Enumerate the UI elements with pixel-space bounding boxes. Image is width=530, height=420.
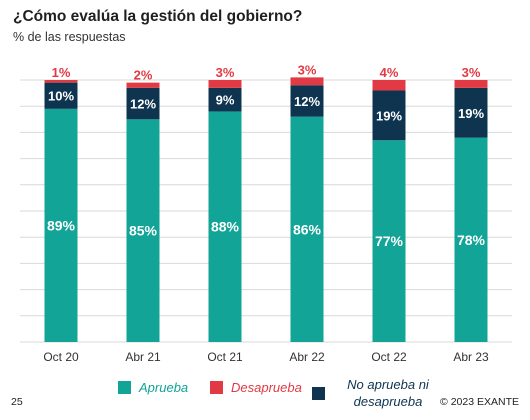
data-label: 3% — [462, 65, 481, 80]
data-label: 19% — [458, 106, 484, 121]
bar-segment-aprueba — [372, 140, 406, 342]
stacked-bar-chart: 89% 10% 1% Oct 20 85% 12% 2% Abr 21 88% 9% 3% Oct 2… — [20, 62, 512, 364]
bar-segment-desaprueba — [290, 77, 324, 86]
data-label: 12% — [130, 97, 156, 112]
data-label: 12% — [294, 94, 320, 109]
bar-segment-desaprueba — [454, 80, 488, 88]
x-tick-label: Oct 22 — [371, 350, 407, 364]
legend-swatch-desaprueba — [210, 381, 223, 394]
legend-swatch-aprueba — [118, 381, 131, 394]
x-tick-label: Oct 20 — [43, 350, 79, 364]
bar-segment-no-aprueba-ni-desaprueba — [44, 82, 78, 109]
data-label: 19% — [376, 108, 402, 123]
data-label: 10% — [48, 89, 74, 104]
bar-segment-no-aprueba-ni-desaprueba — [372, 90, 406, 141]
chart-legend: Aprueba Desaprueba No aprueba ni desapru… — [0, 376, 530, 416]
data-label: 4% — [380, 65, 399, 80]
data-label: 9% — [216, 93, 235, 108]
chart-title: ¿Cómo evalúa la gestión del gobierno? — [13, 8, 303, 25]
chart-subtitle: % de las respuestas — [13, 30, 126, 44]
legend-label-line-1: No aprueba ni — [347, 377, 429, 392]
x-tick-label: Oct 21 — [207, 350, 243, 364]
bar-segment-aprueba — [126, 119, 160, 342]
legend-label-no-aprueba-ni-desaprueba: No aprueba ni desaprueba — [333, 376, 443, 410]
data-label: 88% — [211, 219, 240, 235]
data-label: 1% — [52, 65, 71, 80]
page-number: 25 — [11, 396, 23, 408]
data-label: 78% — [457, 232, 486, 248]
data-label: 77% — [375, 233, 404, 249]
bar-segment-aprueba — [290, 116, 324, 343]
data-label: 3% — [298, 62, 317, 77]
bar-segment-no-aprueba-ni-desaprueba — [126, 87, 160, 120]
bar-segment-aprueba — [208, 111, 242, 342]
legend-item-aprueba: Aprueba — [118, 380, 188, 395]
data-label: 89% — [47, 217, 76, 233]
legend-label-line-2: desaprueba — [353, 394, 423, 409]
bar-segment-desaprueba — [208, 80, 242, 88]
bar-segment-desaprueba — [126, 82, 160, 88]
bar-segment-no-aprueba-ni-desaprueba — [208, 87, 242, 112]
bar-segment-desaprueba — [372, 80, 406, 91]
legend-label-aprueba: Aprueba — [139, 380, 189, 395]
data-label: 2% — [134, 68, 153, 83]
x-tick-label: Abr 23 — [453, 350, 489, 364]
x-tick-label: Abr 21 — [125, 350, 161, 364]
legend-label-desaprueba: Desaprueba — [231, 380, 302, 395]
copyright-notice: © 2023 EXANTE — [440, 396, 519, 408]
bar-segment-no-aprueba-ni-desaprueba — [454, 87, 488, 138]
data-label: 85% — [129, 223, 158, 239]
bar-segment-desaprueba — [44, 80, 78, 83]
bar-segment-aprueba — [44, 108, 78, 342]
legend-item-desaprueba: Desaprueba — [210, 380, 302, 395]
bar-segment-no-aprueba-ni-desaprueba — [290, 85, 324, 117]
data-label: 86% — [293, 221, 322, 237]
data-label: 3% — [216, 65, 235, 80]
bar-segment-aprueba — [454, 137, 488, 342]
legend-item-no-aprueba-ni-desaprueba: No aprueba ni desaprueba — [312, 376, 443, 410]
x-tick-label: Abr 22 — [289, 350, 325, 364]
legend-swatch-no-aprueba-ni-desaprueba — [312, 386, 325, 400]
